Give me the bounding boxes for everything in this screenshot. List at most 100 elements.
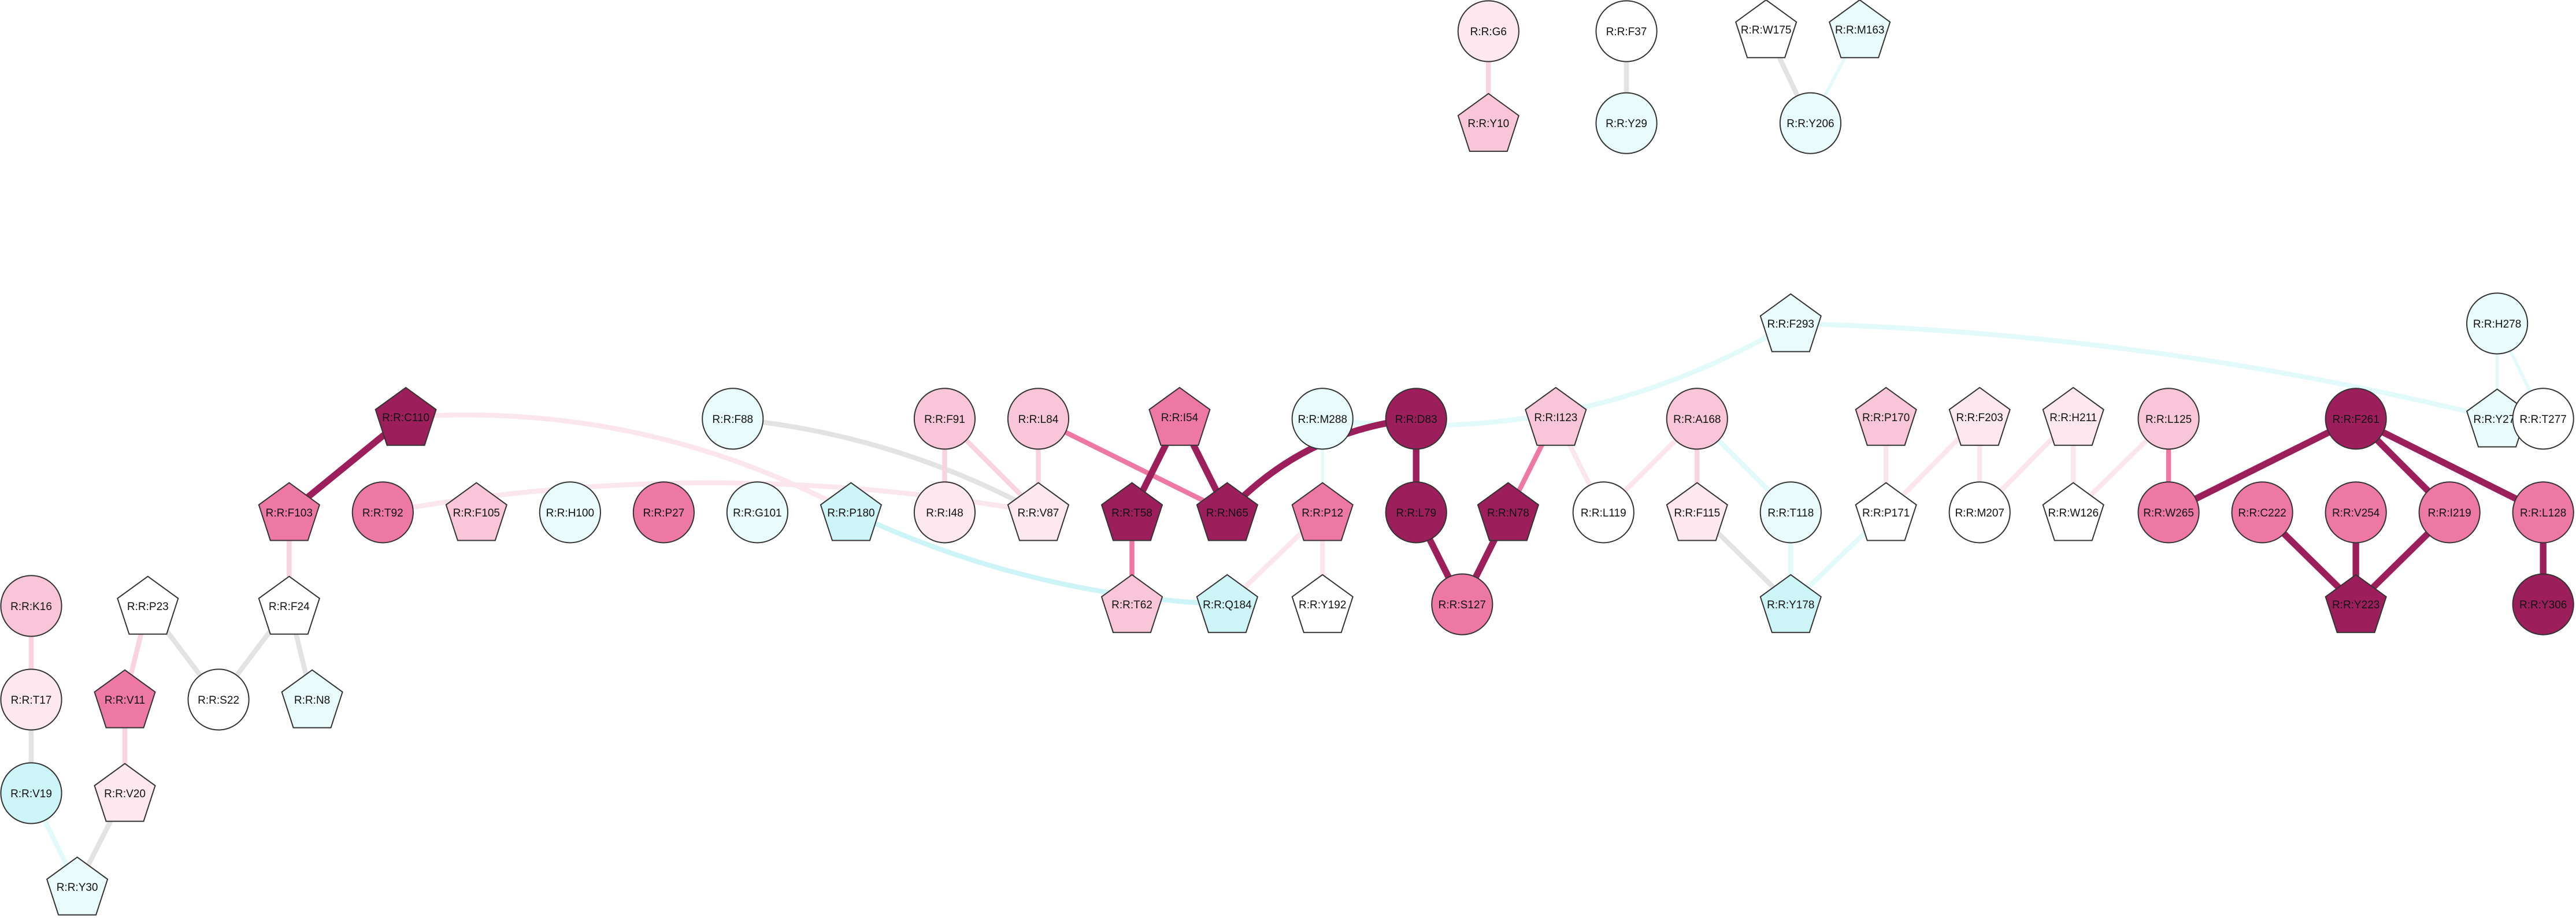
node bbox=[1148, 386, 1211, 446]
node bbox=[1385, 481, 1447, 544]
node-label: R:R:V20 bbox=[104, 788, 146, 800]
node bbox=[1196, 574, 1259, 633]
node bbox=[1431, 573, 1493, 635]
node bbox=[1855, 386, 1917, 446]
node-label: R:R:L119 bbox=[1581, 507, 1626, 519]
node-label: R:R:I219 bbox=[2428, 507, 2471, 519]
node-label: R:R:F105 bbox=[453, 507, 500, 519]
node bbox=[1291, 482, 1354, 541]
node bbox=[1948, 481, 2011, 544]
node-label: R:R:M163 bbox=[1835, 24, 1885, 36]
node bbox=[1291, 574, 1354, 633]
node bbox=[913, 388, 976, 450]
node-label: R:R:F103 bbox=[266, 507, 313, 519]
edges bbox=[28, 28, 2547, 888]
node-label: R:R:F293 bbox=[1767, 318, 1814, 330]
node bbox=[2042, 482, 2104, 541]
node-label: R:R:P170 bbox=[1862, 412, 1910, 424]
node bbox=[117, 575, 179, 635]
node-label: R:R:I54 bbox=[1161, 412, 1199, 424]
node-label: R:R:T58 bbox=[1111, 507, 1152, 519]
node-label: R:R:T277 bbox=[2520, 414, 2567, 426]
node bbox=[2512, 388, 2574, 450]
node bbox=[2325, 481, 2387, 544]
node-label: R:R:A168 bbox=[1673, 414, 1721, 426]
node bbox=[281, 669, 343, 729]
node-label: R:R:F24 bbox=[269, 601, 310, 613]
node-label: R:R:Y10 bbox=[1467, 118, 1509, 130]
node-label: R:R:Y178 bbox=[1767, 599, 1814, 611]
node-label: R:R:G6 bbox=[1470, 26, 1507, 38]
node bbox=[1007, 388, 1070, 450]
node bbox=[632, 481, 695, 544]
node-label: R:R:Y29 bbox=[1606, 118, 1647, 130]
node bbox=[0, 668, 62, 731]
node bbox=[375, 386, 437, 446]
node-label: R:R:L79 bbox=[1396, 507, 1436, 519]
edge bbox=[850, 510, 1228, 607]
node-label: R:R:F91 bbox=[924, 414, 965, 426]
node-label: R:R:C222 bbox=[2238, 507, 2286, 519]
node-label: R:R:Y306 bbox=[2519, 599, 2567, 611]
edge bbox=[1037, 417, 1229, 515]
node bbox=[0, 762, 62, 824]
node bbox=[1759, 481, 1822, 544]
node bbox=[445, 482, 507, 541]
node-label: R:R:P12 bbox=[1302, 507, 1343, 519]
node-label: R:R:P27 bbox=[643, 507, 684, 519]
node bbox=[1525, 386, 1587, 446]
node-label: R:R:G101 bbox=[733, 507, 781, 519]
node-label: R:R:Y30 bbox=[57, 882, 98, 894]
edge bbox=[2167, 415, 2358, 515]
node bbox=[1457, 0, 1519, 62]
node bbox=[351, 481, 414, 544]
node-label: R:R:F115 bbox=[1674, 507, 1720, 519]
node bbox=[1666, 388, 1728, 450]
node bbox=[1100, 574, 1163, 633]
node bbox=[1948, 386, 2011, 446]
node bbox=[2325, 574, 2387, 633]
node-label: R:R:V19 bbox=[10, 788, 52, 800]
node-label: R:R:L128 bbox=[2520, 507, 2566, 519]
node-label: R:R:W175 bbox=[1741, 24, 1792, 36]
node bbox=[1385, 388, 1447, 450]
node-label: R:R:T118 bbox=[1767, 507, 1814, 519]
node bbox=[1735, 0, 1797, 58]
node-label: R:R:H100 bbox=[546, 507, 594, 519]
node-label: R:R:P23 bbox=[127, 601, 169, 613]
node-label: R:R:V11 bbox=[105, 694, 145, 707]
node bbox=[1007, 482, 1070, 541]
edge bbox=[732, 416, 1040, 515]
node-label: R:R:C110 bbox=[382, 412, 429, 424]
edge bbox=[2354, 415, 2545, 515]
node bbox=[1595, 0, 1658, 62]
node bbox=[2512, 573, 2574, 635]
node bbox=[1196, 482, 1259, 541]
node bbox=[2042, 386, 2104, 446]
node bbox=[1291, 388, 1354, 450]
node-label: R:R:K16 bbox=[10, 601, 52, 613]
node bbox=[94, 669, 156, 729]
node-label: R:R:S127 bbox=[1439, 599, 1486, 611]
node-label: R:R:Y223 bbox=[2332, 599, 2379, 611]
node bbox=[2325, 388, 2387, 450]
node bbox=[539, 481, 601, 544]
node-label: R:R:W265 bbox=[2143, 507, 2194, 519]
node-label: R:R:D83 bbox=[1395, 414, 1437, 426]
node-label: R:R:T62 bbox=[1111, 599, 1152, 611]
node-label: R:R:M288 bbox=[1298, 414, 1347, 426]
node-label: R:R:H278 bbox=[2473, 318, 2521, 330]
node-label: R:R:T17 bbox=[11, 694, 52, 707]
node-label: R:R:M207 bbox=[1955, 507, 2004, 519]
node-label: R:R:Q184 bbox=[1203, 599, 1252, 611]
node bbox=[726, 481, 788, 544]
node-label: R:R:L125 bbox=[2145, 414, 2192, 426]
node bbox=[2137, 481, 2200, 544]
node bbox=[2466, 292, 2529, 355]
node-label: R:R:Y206 bbox=[1786, 118, 1834, 130]
node-label: R:R:Y274 bbox=[2473, 414, 2521, 426]
node bbox=[1100, 482, 1163, 541]
node-label: R:R:N65 bbox=[1206, 507, 1248, 519]
node bbox=[1779, 92, 1842, 154]
